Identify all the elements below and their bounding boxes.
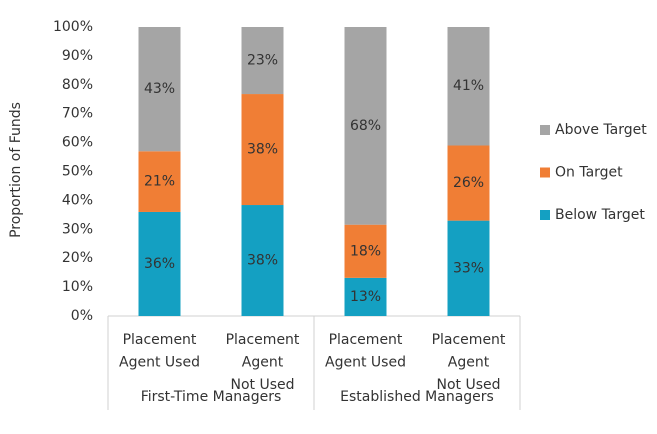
data-label: 33%: [453, 260, 484, 276]
legend-swatch: [540, 167, 550, 178]
legend-swatch: [540, 210, 550, 220]
data-label: 23%: [247, 53, 278, 69]
x-tick-label: Placement: [226, 332, 300, 348]
data-label: 68%: [350, 118, 381, 134]
bar-segment: [138, 211, 181, 316]
data-label: 43%: [144, 81, 175, 97]
bar-segment: [447, 220, 490, 316]
y-tick-label: 0%: [71, 308, 93, 324]
y-tick-label: 50%: [62, 164, 93, 180]
x-tick-label: Placement: [432, 332, 506, 348]
bar-segment: [138, 27, 181, 152]
bar-segment: [344, 277, 387, 316]
y-tick-label: 100%: [53, 19, 93, 35]
bar-segment: [447, 145, 490, 221]
y-tick-label: 10%: [62, 279, 93, 295]
data-label: 41%: [453, 78, 484, 94]
bar-segment: [344, 224, 387, 278]
x-tick-label: Not Used: [436, 377, 500, 393]
group-label: Established Managers: [340, 389, 494, 405]
data-label: 21%: [144, 174, 175, 190]
bar-segment: [241, 27, 284, 95]
bar-segment: [447, 27, 490, 146]
data-label: 38%: [247, 253, 278, 269]
bar-segment: [344, 27, 387, 225]
data-label: 38%: [247, 142, 278, 158]
x-tick-label: Placement: [123, 332, 197, 348]
data-label: 18%: [350, 243, 381, 259]
data-label: 13%: [350, 289, 381, 305]
bar-segment: [241, 205, 284, 316]
y-tick-label: 20%: [62, 250, 93, 266]
legend-label: Above Target: [555, 122, 647, 138]
x-tick-label: Agent Used: [325, 355, 406, 371]
y-tick-label: 60%: [62, 135, 93, 151]
data-label: 36%: [144, 256, 175, 272]
y-tick-label: 30%: [62, 221, 93, 237]
x-tick-label: Not Used: [230, 377, 294, 393]
legend-label: Below Target: [555, 207, 645, 223]
y-axis-label: Proportion of Funds: [8, 102, 24, 238]
data-label: 26%: [453, 175, 484, 191]
x-tick-label: Agent: [242, 355, 284, 371]
bar-segment: [138, 151, 181, 212]
bar-segment: [241, 94, 284, 206]
legend-label: On Target: [555, 165, 623, 181]
y-tick-label: 70%: [62, 106, 93, 122]
legend-swatch: [540, 125, 550, 135]
y-tick-label: 80%: [62, 77, 93, 93]
x-tick-label: Agent: [448, 355, 490, 371]
x-tick-label: Placement: [329, 332, 403, 348]
group-label: First-Time Managers: [141, 389, 282, 405]
x-tick-label: Agent Used: [119, 355, 200, 371]
y-tick-label: 40%: [62, 192, 93, 208]
y-tick-label: 90%: [62, 48, 93, 64]
